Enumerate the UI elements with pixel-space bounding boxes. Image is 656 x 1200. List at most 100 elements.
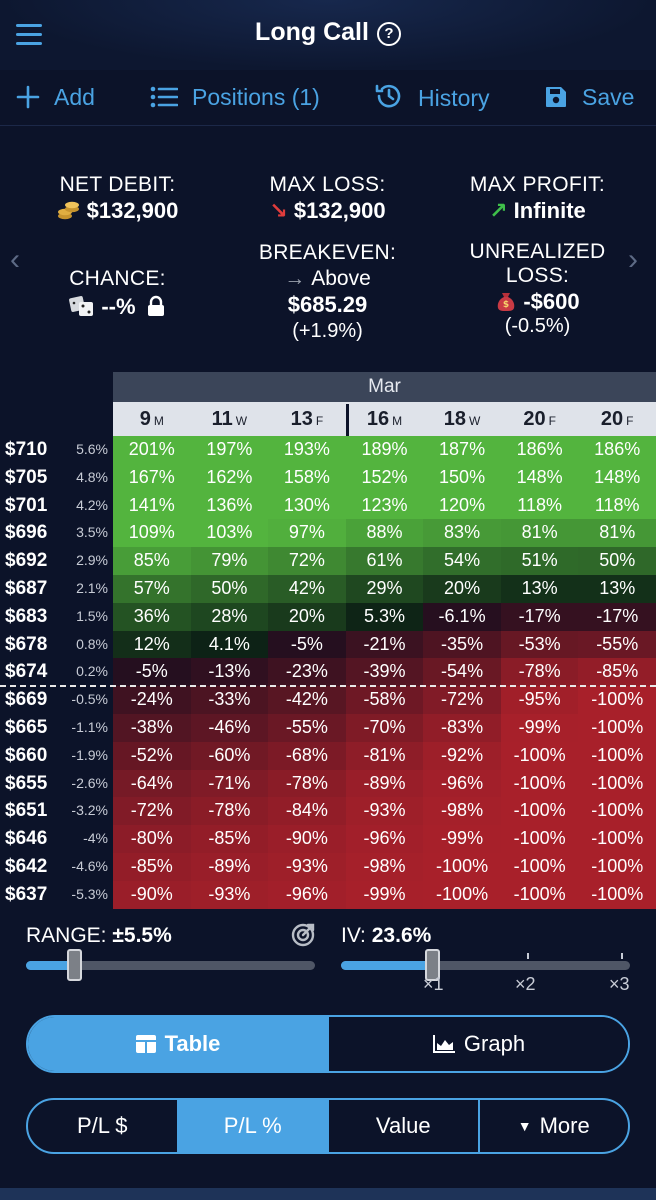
pl-cell[interactable]: 197% bbox=[190, 436, 269, 464]
pl-cell[interactable]: -42% bbox=[268, 686, 346, 714]
pl-cell[interactable]: 120% bbox=[423, 491, 501, 520]
pl-cell[interactable]: 51% bbox=[500, 547, 579, 575]
pl-cell[interactable]: -55% bbox=[578, 630, 656, 659]
pl-cell[interactable]: -100% bbox=[578, 741, 656, 770]
pl-cell[interactable]: 150% bbox=[423, 463, 501, 492]
iv-slider-track[interactable] bbox=[341, 961, 630, 970]
pl-cell[interactable]: -100% bbox=[423, 880, 501, 909]
pl-cell[interactable]: -96% bbox=[345, 825, 424, 853]
pl-cell[interactable]: 83% bbox=[423, 519, 501, 548]
pl-cell[interactable]: -100% bbox=[578, 825, 656, 853]
pl-cell[interactable]: 20% bbox=[423, 575, 501, 603]
pl-cell[interactable]: 109% bbox=[113, 519, 191, 548]
pl-cell[interactable]: -35% bbox=[423, 630, 501, 659]
pl-cell[interactable]: -85% bbox=[578, 658, 656, 687]
pl-cell[interactable]: -53% bbox=[500, 630, 579, 659]
pl-cell[interactable]: -83% bbox=[423, 714, 501, 742]
pl-cell[interactable]: 81% bbox=[500, 519, 579, 548]
pl-cell[interactable]: -17% bbox=[578, 602, 656, 631]
pl-cell[interactable]: -78% bbox=[500, 658, 579, 687]
pl-cell[interactable]: -58% bbox=[345, 686, 424, 714]
pl-cell[interactable]: -23% bbox=[268, 658, 346, 687]
pl-cell[interactable]: 61% bbox=[345, 547, 424, 575]
pl-cell[interactable]: -98% bbox=[345, 853, 424, 881]
pl-cell[interactable]: -52% bbox=[113, 741, 191, 770]
pl-cell[interactable]: 158% bbox=[268, 463, 346, 492]
more-dropdown[interactable]: ▼ More bbox=[477, 1100, 629, 1152]
target-icon[interactable] bbox=[290, 922, 316, 948]
pl-cell[interactable]: -78% bbox=[190, 797, 269, 826]
pl-cell[interactable]: -81% bbox=[345, 741, 424, 770]
pl-cell[interactable]: 189% bbox=[345, 436, 424, 464]
pl-cell[interactable]: -93% bbox=[190, 880, 269, 909]
pl-cell[interactable]: -98% bbox=[423, 797, 501, 826]
chevron-left-icon[interactable]: ‹ bbox=[10, 243, 20, 276]
range-slider-track[interactable] bbox=[26, 961, 315, 970]
pl-cell[interactable]: -100% bbox=[500, 769, 579, 798]
pl-cell[interactable]: 81% bbox=[578, 519, 656, 548]
chevron-right-icon[interactable]: › bbox=[628, 243, 638, 276]
pl-cell[interactable]: -5% bbox=[268, 630, 346, 659]
pl-cell[interactable]: -54% bbox=[423, 658, 501, 687]
pl-cell[interactable]: 28% bbox=[190, 602, 269, 631]
pl-cell[interactable]: -84% bbox=[268, 797, 346, 826]
pl-cell[interactable]: 152% bbox=[345, 463, 424, 492]
pl-cell[interactable]: -68% bbox=[268, 741, 346, 770]
pl-cell[interactable]: -21% bbox=[345, 630, 424, 659]
pl-cell[interactable]: -100% bbox=[578, 714, 656, 742]
pl-cell[interactable]: -93% bbox=[268, 853, 346, 881]
pl-cell[interactable]: -6.1% bbox=[423, 602, 501, 631]
pl-cell[interactable]: -100% bbox=[500, 741, 579, 770]
pl-cell[interactable]: 130% bbox=[268, 491, 346, 520]
pl-cell[interactable]: -55% bbox=[268, 714, 346, 742]
pl-cell[interactable]: -78% bbox=[268, 769, 346, 798]
pl-cell[interactable]: -100% bbox=[578, 880, 656, 909]
graph-tab[interactable]: Graph bbox=[327, 1017, 628, 1071]
pl-cell[interactable]: 162% bbox=[190, 463, 269, 492]
pl-cell[interactable]: -100% bbox=[500, 853, 579, 881]
pl-dollar-tab[interactable]: P/L $ bbox=[76, 1113, 128, 1138]
pl-cell[interactable]: -70% bbox=[345, 714, 424, 742]
history-button[interactable]: History bbox=[374, 82, 490, 112]
pl-cell[interactable]: 5.3% bbox=[345, 602, 424, 631]
pl-cell[interactable]: -90% bbox=[268, 825, 346, 853]
pl-cell[interactable]: -17% bbox=[500, 602, 579, 631]
range-slider-thumb[interactable] bbox=[67, 949, 83, 981]
value-tab[interactable]: Value bbox=[327, 1100, 478, 1152]
pl-cell[interactable]: -85% bbox=[113, 853, 191, 881]
pl-cell[interactable]: 118% bbox=[500, 491, 579, 520]
pl-cell[interactable]: 187% bbox=[423, 436, 501, 464]
pl-cell[interactable]: 50% bbox=[578, 547, 656, 575]
pl-percent-tab[interactable]: P/L % bbox=[176, 1100, 327, 1152]
pl-cell[interactable]: -96% bbox=[423, 769, 501, 798]
pl-cell[interactable]: 72% bbox=[268, 547, 346, 575]
pl-cell[interactable]: 88% bbox=[345, 519, 424, 548]
pl-cell[interactable]: 50% bbox=[190, 575, 269, 603]
hamburger-menu-icon[interactable] bbox=[16, 24, 42, 48]
pl-cell[interactable]: 141% bbox=[113, 491, 191, 520]
pl-cell[interactable]: -85% bbox=[190, 825, 269, 853]
iv-slider-thumb[interactable] bbox=[425, 949, 441, 981]
pl-cell[interactable]: 85% bbox=[113, 547, 191, 575]
pl-cell[interactable]: 79% bbox=[190, 547, 269, 575]
pl-cell[interactable]: -13% bbox=[190, 658, 269, 687]
pl-cell[interactable]: -100% bbox=[578, 769, 656, 798]
pl-cell[interactable]: -39% bbox=[345, 658, 424, 687]
pl-cell[interactable]: -100% bbox=[500, 880, 579, 909]
pl-cell[interactable]: 54% bbox=[423, 547, 501, 575]
pl-cell[interactable]: 36% bbox=[113, 602, 191, 631]
pl-cell[interactable]: -100% bbox=[578, 797, 656, 826]
pl-cell[interactable]: 148% bbox=[500, 463, 579, 492]
pl-cell[interactable]: 29% bbox=[345, 575, 424, 603]
pl-cell[interactable]: -99% bbox=[500, 714, 579, 742]
pl-cell[interactable]: -90% bbox=[113, 880, 191, 909]
pl-cell[interactable]: 148% bbox=[578, 463, 656, 492]
pl-cell[interactable]: -99% bbox=[345, 880, 424, 909]
pl-cell[interactable]: 123% bbox=[345, 491, 424, 520]
pl-cell[interactable]: -46% bbox=[190, 714, 269, 742]
pl-cell[interactable]: -93% bbox=[345, 797, 424, 826]
help-icon[interactable]: ? bbox=[376, 22, 401, 46]
pl-cell[interactable]: 136% bbox=[190, 491, 269, 520]
pl-cell[interactable]: -60% bbox=[190, 741, 269, 770]
positions-button[interactable]: Positions (1) bbox=[150, 82, 320, 112]
